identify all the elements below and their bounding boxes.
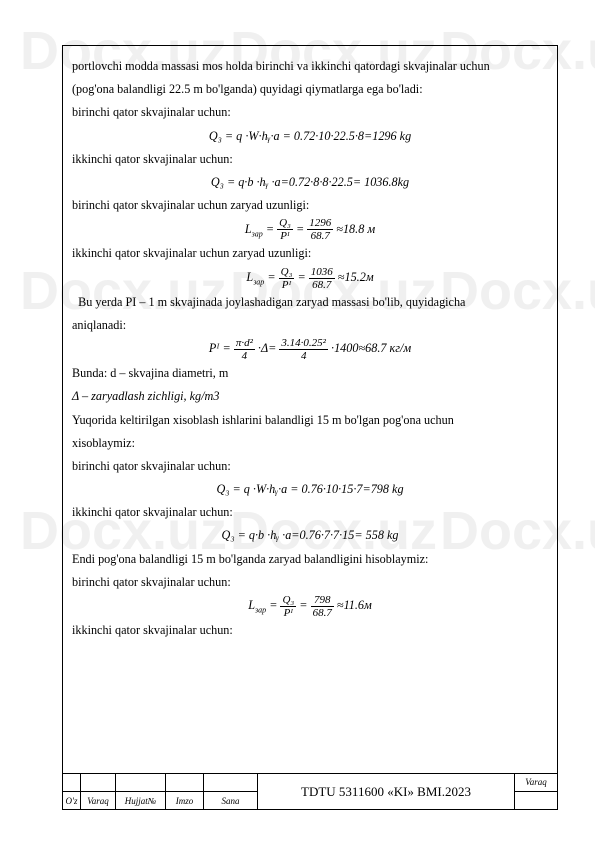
f3-n1: Q₃ [277, 217, 293, 230]
footer-right: Varaq [515, 774, 557, 809]
footer-cell [204, 774, 258, 791]
para-9: Bunda: d – skvajina diametri, m [72, 362, 548, 385]
footer-cell [81, 774, 116, 791]
formula-1: Q₃ = q ·W·hᵧ·a = 0.72·10·22.5·8=1296 kg [72, 125, 548, 148]
formula-7: Q₃ = q·b ·hᵧ ·a=0.76·7·7·15= 558 kg [72, 524, 548, 547]
para-2: (pog'ona balandligi 22.5 m bo'lganda) qu… [72, 78, 548, 101]
f5-n2: 3.14·0.25² [279, 337, 328, 350]
footer-title: TDTU 5311600 «KI» BMI.2023 [258, 774, 515, 809]
footer-varaq: Varaq [81, 792, 116, 809]
para-1: portlovchi modda massasi mos holda birin… [72, 55, 548, 78]
para-10: Δ – zaryadlash zichligi, kg/m3 [72, 385, 548, 408]
f3-d2: 68.7 [307, 230, 333, 242]
formula-8: Lзар = Q₃Pᴵ = 79868.7 ≈11.6м [72, 594, 548, 619]
f4-n2: 1036 [309, 266, 335, 279]
para-6: ikkinchi qator skvajinalar uchun zaryad … [72, 242, 548, 265]
f8-rhs: ≈11.6м [337, 598, 372, 612]
formula-3: Lзар = Q₃Pᴵ = 129668.7 ≈18.8 м [72, 217, 548, 242]
footer-left: O'z Varaq Hujjat№ Imzo Sana [63, 774, 258, 809]
f8-sub: зар [255, 606, 266, 615]
para-14: ikkinchi qator skvajinalar uchun: [72, 501, 548, 524]
f8-n2: 798 [311, 594, 334, 607]
f3-lhs: L [245, 222, 252, 236]
footer-imzo: Imzo [166, 792, 204, 809]
f3-rhs: ≈18.8 м [336, 222, 375, 236]
para-16: birinchi qator skvajinalar uchun: [72, 571, 548, 594]
footer-varaq-label: Varaq [515, 774, 557, 792]
formula-2: Q₃ = q·b ·hᵧ ·a=0.72·8·8·22.5= 1036.8kg [72, 171, 548, 194]
f5-n1: π·d² [234, 337, 255, 350]
formula-5: Pᴵ = π·d²4 ·Δ= 3.14·0.25²4 ·1400≈68.7 кг… [72, 337, 548, 362]
footer-row-top [63, 774, 258, 791]
para-13: birinchi qator skvajinalar uchun: [72, 455, 548, 478]
footer-table: O'z Varaq Hujjat№ Imzo Sana TDTU 5311600… [63, 773, 557, 809]
footer-oz: O'z [63, 792, 81, 809]
document-content: portlovchi modda massasi mos holda birin… [72, 55, 548, 745]
para-3: birinchi qator skvajinalar uchun: [72, 101, 548, 124]
para-4: ikkinchi qator skvajinalar uchun: [72, 148, 548, 171]
f3-d1: Pᴵ [277, 230, 293, 242]
f5-mid: ·Δ= [258, 341, 276, 355]
f5-d1: 4 [234, 350, 255, 362]
para-15: Endi pog'ona balandligi 15 m bo'lganda z… [72, 548, 548, 571]
para-7: Bu yerda PI – 1 m skvajinada joylashadig… [72, 291, 548, 314]
footer-cell [166, 774, 204, 791]
para-17: ikkinchi qator skvajinalar uchun: [72, 619, 548, 642]
f4-n1: Q₃ [279, 266, 295, 279]
para-11: Yuqorida keltirilgan xisoblash ishlarini… [72, 409, 548, 432]
footer-page-number [515, 792, 557, 809]
para-5: birinchi qator skvajinalar uchun zaryad … [72, 194, 548, 217]
f5-d2: 4 [279, 350, 328, 362]
f8-d1: Pᴵ [280, 607, 296, 619]
f8-lhs: L [248, 598, 255, 612]
f3-sub: зар [252, 229, 263, 238]
f4-sub: зар [253, 277, 264, 286]
footer-hujjat: Hujjat№ [116, 792, 166, 809]
para-10-text: Δ – zaryadlash zichligi, kg/m3 [72, 389, 219, 403]
f8-n1: Q₃ [280, 594, 296, 607]
f4-d1: Pᴵ [279, 279, 295, 291]
f3-n2: 1296 [307, 217, 333, 230]
f5-lhs: Pᴵ = [209, 341, 231, 355]
para-12: xisoblaymiz: [72, 432, 548, 455]
f8-d2: 68.7 [311, 607, 334, 619]
f4-rhs: ≈15.2м [338, 270, 374, 284]
f5-rhs: ·1400≈68.7 кг/м [331, 341, 411, 355]
footer-cell [63, 774, 81, 791]
formula-4: Lзар = Q₃Pᴵ = 103668.7 ≈15.2м [72, 266, 548, 291]
footer-cell [116, 774, 166, 791]
f4-d2: 68.7 [309, 279, 335, 291]
footer-sana: Sana [204, 792, 258, 809]
formula-6: Q₃ = q ·W·hᵧ·a = 0.76·10·15·7=798 kg [72, 478, 548, 501]
footer-row-bottom: O'z Varaq Hujjat№ Imzo Sana [63, 791, 258, 809]
para-8: aniqlanadi: [72, 314, 548, 337]
